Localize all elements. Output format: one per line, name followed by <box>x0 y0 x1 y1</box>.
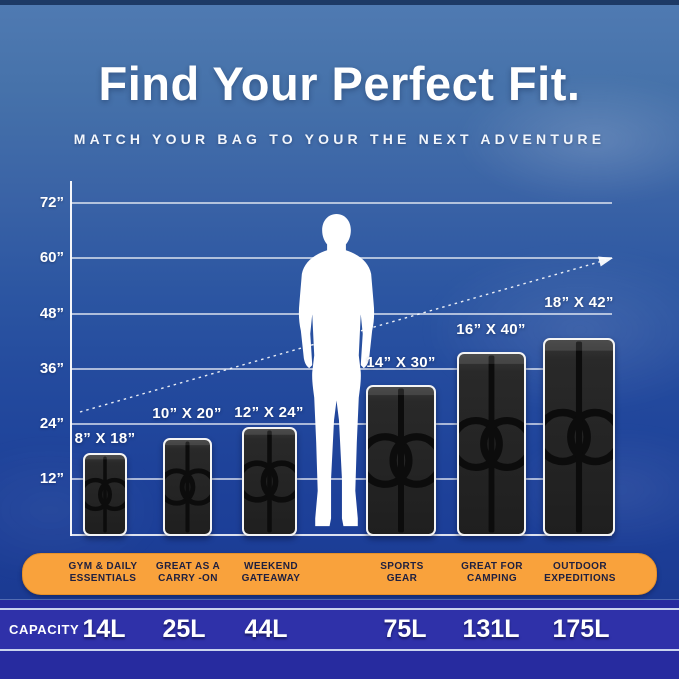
page-subtitle: MATCH YOUR BAG TO YOUR THE NEXT ADVENTUR… <box>73 131 606 147</box>
use-case-line: OUTDOOR <box>553 560 607 572</box>
y-axis-line <box>70 181 72 536</box>
y-tick-36: 36” <box>39 360 64 377</box>
capacity-value-44l: 44L <box>244 615 288 643</box>
use-case-weekend: WEEKEND GATEAWAY <box>221 553 321 593</box>
use-case-sports: SPORTS GEAR <box>352 553 452 593</box>
bag-size-label: 18” X 42” <box>544 294 614 311</box>
use-case-gym: GYM & DAILY ESSENTIALS <box>53 553 153 593</box>
use-case-line: GREAT AS A <box>155 560 221 572</box>
y-tick-12: 12” <box>39 470 64 487</box>
capacity-value-25l: 25L <box>162 615 206 643</box>
duffel-bag-18x42 <box>543 338 615 536</box>
duffel-bag-10x20 <box>163 438 212 536</box>
use-case-line: WEEKEND <box>244 560 298 572</box>
y-tick-60: 60” <box>39 249 64 266</box>
human-silhouette <box>287 212 386 536</box>
bag-size-label: 8” X 18” <box>74 430 136 447</box>
bag-size-label: 14” X 30” <box>366 354 436 371</box>
duffel-bag-8x18 <box>83 453 127 536</box>
use-case-camping: GREAT FOR CAMPING <box>442 553 542 593</box>
duffel-bag-14x30 <box>366 385 436 536</box>
capacity-value-14l: 14L <box>82 615 126 643</box>
bag-size-label: 12” X 24” <box>234 404 304 421</box>
use-case-line: GYM & DAILY <box>68 560 138 572</box>
capacity-bar <box>0 608 679 651</box>
use-case-line: CARRY -ON <box>158 573 218 584</box>
use-case-line: ESSENTIALS <box>69 573 137 584</box>
use-case-line: GATEAWAY <box>241 573 301 584</box>
capacity-label: CAPACITY <box>9 622 80 637</box>
use-case-carryon: GREAT AS A CARRY -ON <box>138 553 238 593</box>
capacity-value-131l: 131L <box>462 615 520 643</box>
y-tick-48: 48” <box>39 305 64 322</box>
use-case-line: GREAT FOR <box>461 560 523 572</box>
footer-seam-line <box>0 599 679 600</box>
duffel-bag-12x24 <box>242 427 297 536</box>
top-navy-strip <box>0 0 679 5</box>
use-case-expeditions: OUTDOOR EXPEDITIONS <box>530 553 630 593</box>
use-case-line: SPORTS <box>380 560 424 572</box>
bag-size-label: 16” X 40” <box>456 321 526 338</box>
use-case-banner <box>22 553 657 595</box>
page-title: Find Your Perfect Fit. <box>98 57 581 110</box>
use-case-line: GEAR <box>386 573 418 584</box>
capacity-value-75l: 75L <box>383 615 427 643</box>
gridline-12in <box>71 478 612 480</box>
capacity-value-175l: 175L <box>552 615 610 643</box>
y-tick-24: 24” <box>39 415 64 432</box>
gridline-72in <box>71 202 612 204</box>
duffel-bag-16x40 <box>457 352 526 536</box>
use-case-line: EXPEDITIONS <box>544 573 616 584</box>
use-case-line: CAMPING <box>466 573 518 584</box>
baseline <box>71 534 612 536</box>
bag-size-label: 10” X 20” <box>152 405 222 422</box>
y-tick-72: 72” <box>39 194 64 211</box>
